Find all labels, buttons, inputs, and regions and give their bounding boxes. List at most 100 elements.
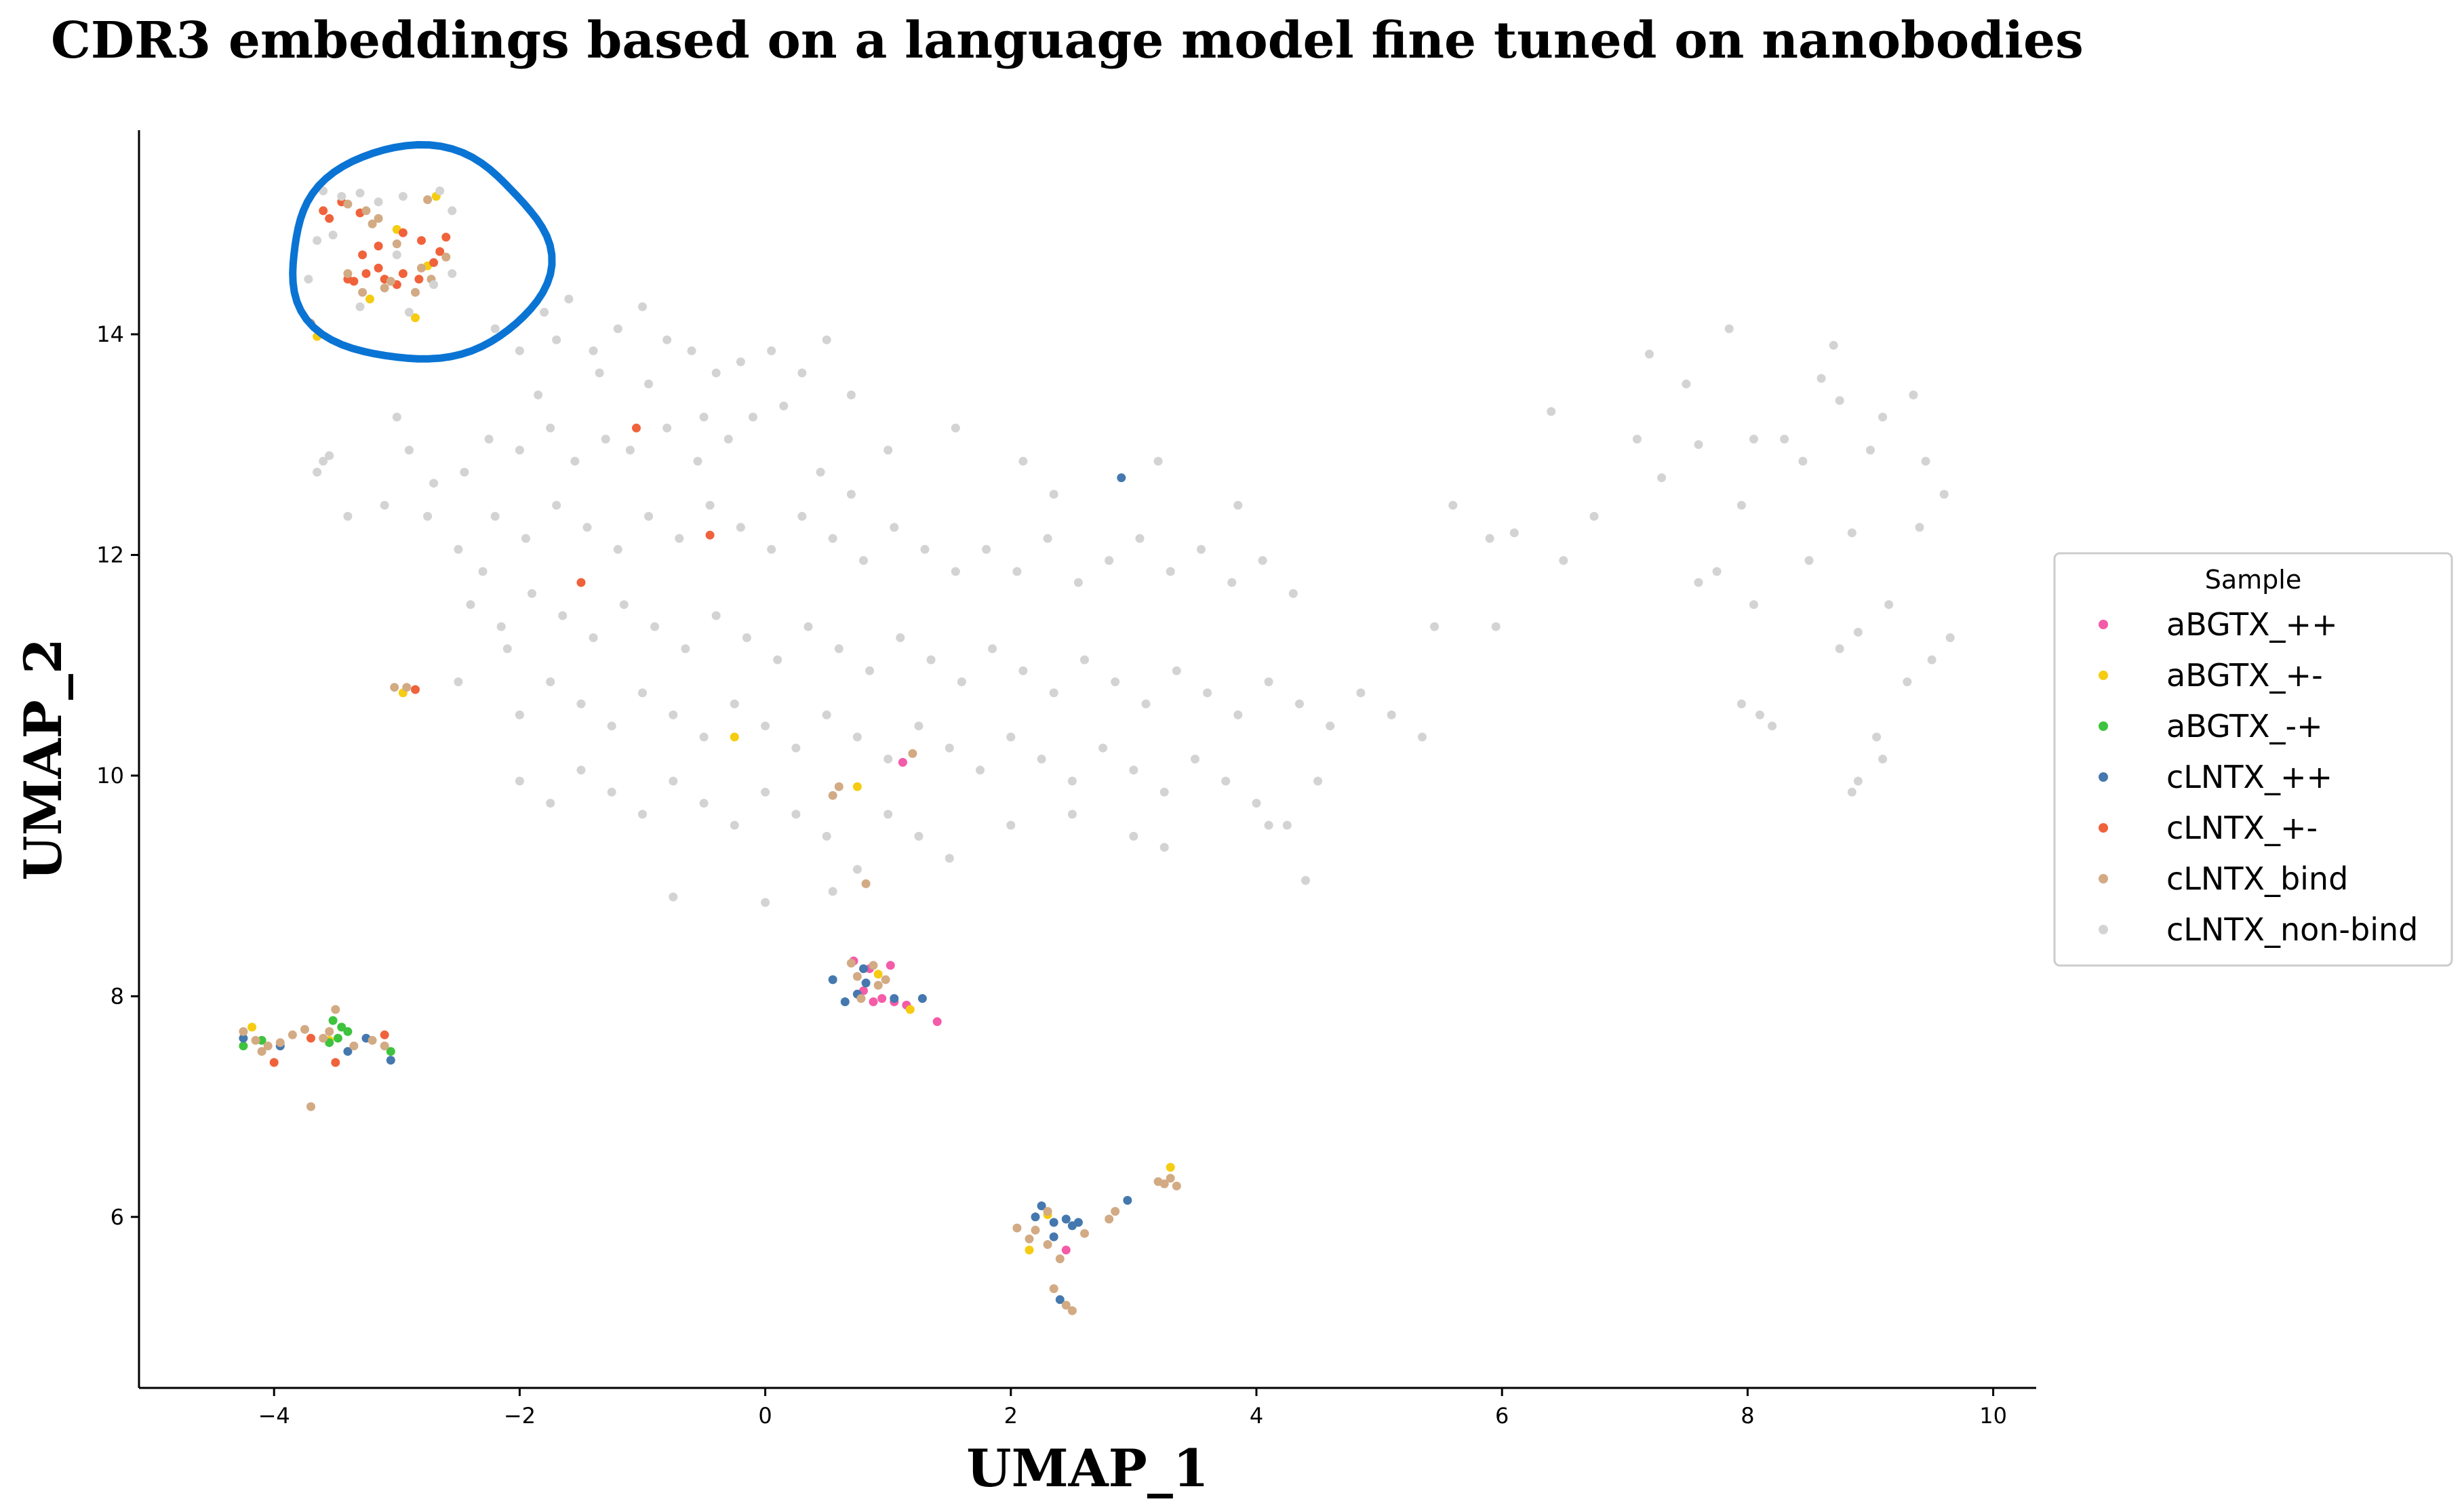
- point-clntx-non-bind: [1129, 831, 1138, 841]
- point-clntx-non-bind: [699, 732, 709, 742]
- point-clntx-non-bind: [1682, 379, 1691, 389]
- point-clntx-non-bind: [502, 644, 512, 654]
- point-clntx-non-bind: [589, 346, 598, 355]
- point-clntx-bind: [1105, 1214, 1114, 1224]
- point-clntx-non-bind: [1153, 456, 1163, 466]
- point-clntx-non-bind: [669, 776, 678, 786]
- point-clntx-non-bind: [595, 368, 604, 378]
- point-clntx-bind: [1067, 1306, 1077, 1315]
- point-clntx-non-bind: [1313, 776, 1323, 786]
- point-clntx: [361, 269, 371, 278]
- point-clntx-non-bind: [454, 544, 463, 554]
- point-clntx-non-bind: [515, 776, 524, 786]
- point-clntx-non-bind: [521, 534, 530, 543]
- point-clntx-non-bind: [1632, 435, 1642, 444]
- point-clntx: [331, 1058, 340, 1067]
- point-clntx: [374, 263, 383, 273]
- point-abgtx: [1166, 1163, 1175, 1172]
- legend-label-clntx-non-bind: cLNTX_non-bind: [2166, 911, 2418, 948]
- y-tick-label: 10: [96, 763, 124, 789]
- point-clntx: [840, 997, 850, 1006]
- legend-marker-clntx-non-bind: [2099, 925, 2108, 934]
- point-clntx-non-bind: [1694, 578, 1703, 587]
- point-clntx-non-bind: [1804, 556, 1814, 565]
- point-clntx: [358, 250, 368, 260]
- point-abgtx: [247, 1022, 257, 1032]
- point-clntx-non-bind: [773, 655, 782, 664]
- point-clntx-non-bind: [638, 302, 647, 311]
- point-clntx-non-bind: [607, 721, 616, 731]
- point-clntx-bind: [331, 1005, 340, 1014]
- annotation-circle: [289, 141, 556, 363]
- point-clntx-non-bind: [1939, 490, 1949, 499]
- point-clntx-non-bind: [1105, 556, 1114, 565]
- point-clntx-non-bind: [1798, 456, 1808, 466]
- point-abgtx: [852, 782, 862, 791]
- point-clntx-non-bind: [791, 810, 801, 819]
- point-clntx-bind: [1049, 1284, 1058, 1294]
- point-clntx-non-bind: [920, 544, 930, 554]
- point-clntx: [239, 1033, 248, 1043]
- point-clntx-non-bind: [448, 269, 457, 278]
- point-clntx-bind: [1031, 1225, 1040, 1235]
- point-clntx: [1123, 1195, 1132, 1205]
- point-clntx-non-bind: [435, 186, 445, 195]
- point-clntx-non-bind: [1159, 787, 1169, 797]
- point-clntx: [411, 685, 420, 694]
- legend-marker-abgtx: [2099, 671, 2108, 680]
- point-clntx-non-bind: [1135, 534, 1145, 543]
- point-clntx-non-bind: [490, 324, 500, 334]
- point-clntx-non-bind: [711, 611, 721, 620]
- point-clntx-non-bind: [1018, 666, 1028, 675]
- point-clntx-bind: [1043, 1207, 1052, 1216]
- point-clntx-bind: [390, 683, 399, 692]
- point-clntx: [1055, 1295, 1065, 1305]
- legend-label-clntx-bind: cLNTX_bind: [2166, 860, 2348, 897]
- point-clntx-bind: [257, 1047, 266, 1056]
- point-clntx: [632, 423, 641, 433]
- point-clntx: [435, 247, 445, 256]
- point-clntx-non-bind: [736, 523, 745, 532]
- point-clntx-bind: [852, 972, 862, 981]
- point-clntx-non-bind: [797, 512, 807, 521]
- point-clntx: [861, 978, 871, 988]
- point-clntx-non-bind: [1509, 528, 1519, 538]
- point-clntx-non-bind: [1418, 732, 1427, 742]
- point-clntx-bind: [349, 1041, 359, 1051]
- x-axis-label: UMAP_1: [966, 1438, 1208, 1498]
- point-clntx-bind: [368, 1035, 377, 1045]
- point-clntx-non-bind: [1816, 374, 1826, 383]
- point-clntx-non-bind: [852, 732, 862, 742]
- point-clntx-non-bind: [576, 765, 586, 775]
- point-clntx: [1049, 1232, 1058, 1241]
- point-clntx: [414, 275, 424, 284]
- points-layer: [239, 186, 1955, 1315]
- point-clntx-bind: [869, 961, 878, 970]
- point-clntx-non-bind: [448, 206, 457, 216]
- point-clntx: [1061, 1214, 1071, 1224]
- point-clntx-non-bind: [803, 622, 813, 631]
- point-abgtx: [1025, 1246, 1034, 1255]
- point-abgtx: [869, 997, 878, 1006]
- point-clntx-non-bind: [914, 831, 924, 841]
- point-clntx-non-bind: [534, 391, 543, 399]
- point-clntx-non-bind: [822, 335, 831, 344]
- point-clntx-non-bind: [1233, 500, 1243, 510]
- point-clntx-non-bind: [1903, 677, 1912, 687]
- point-clntx-non-bind: [1221, 776, 1231, 786]
- point-clntx-non-bind: [540, 308, 549, 317]
- point-clntx-bind: [343, 199, 353, 209]
- point-clntx-non-bind: [1909, 391, 1918, 399]
- point-clntx: [417, 236, 426, 245]
- point-clntx-non-bind: [1172, 666, 1181, 675]
- point-clntx-non-bind: [313, 467, 322, 477]
- x-tick-label: −2: [504, 1403, 536, 1429]
- point-clntx-bind: [1025, 1234, 1034, 1244]
- point-clntx-non-bind: [1288, 589, 1298, 598]
- point-clntx-non-bind: [982, 544, 991, 554]
- point-clntx-non-bind: [429, 280, 439, 290]
- point-clntx-non-bind: [865, 666, 874, 675]
- legend-marker-clntx: [2099, 823, 2108, 833]
- point-clntx-non-bind: [564, 294, 574, 304]
